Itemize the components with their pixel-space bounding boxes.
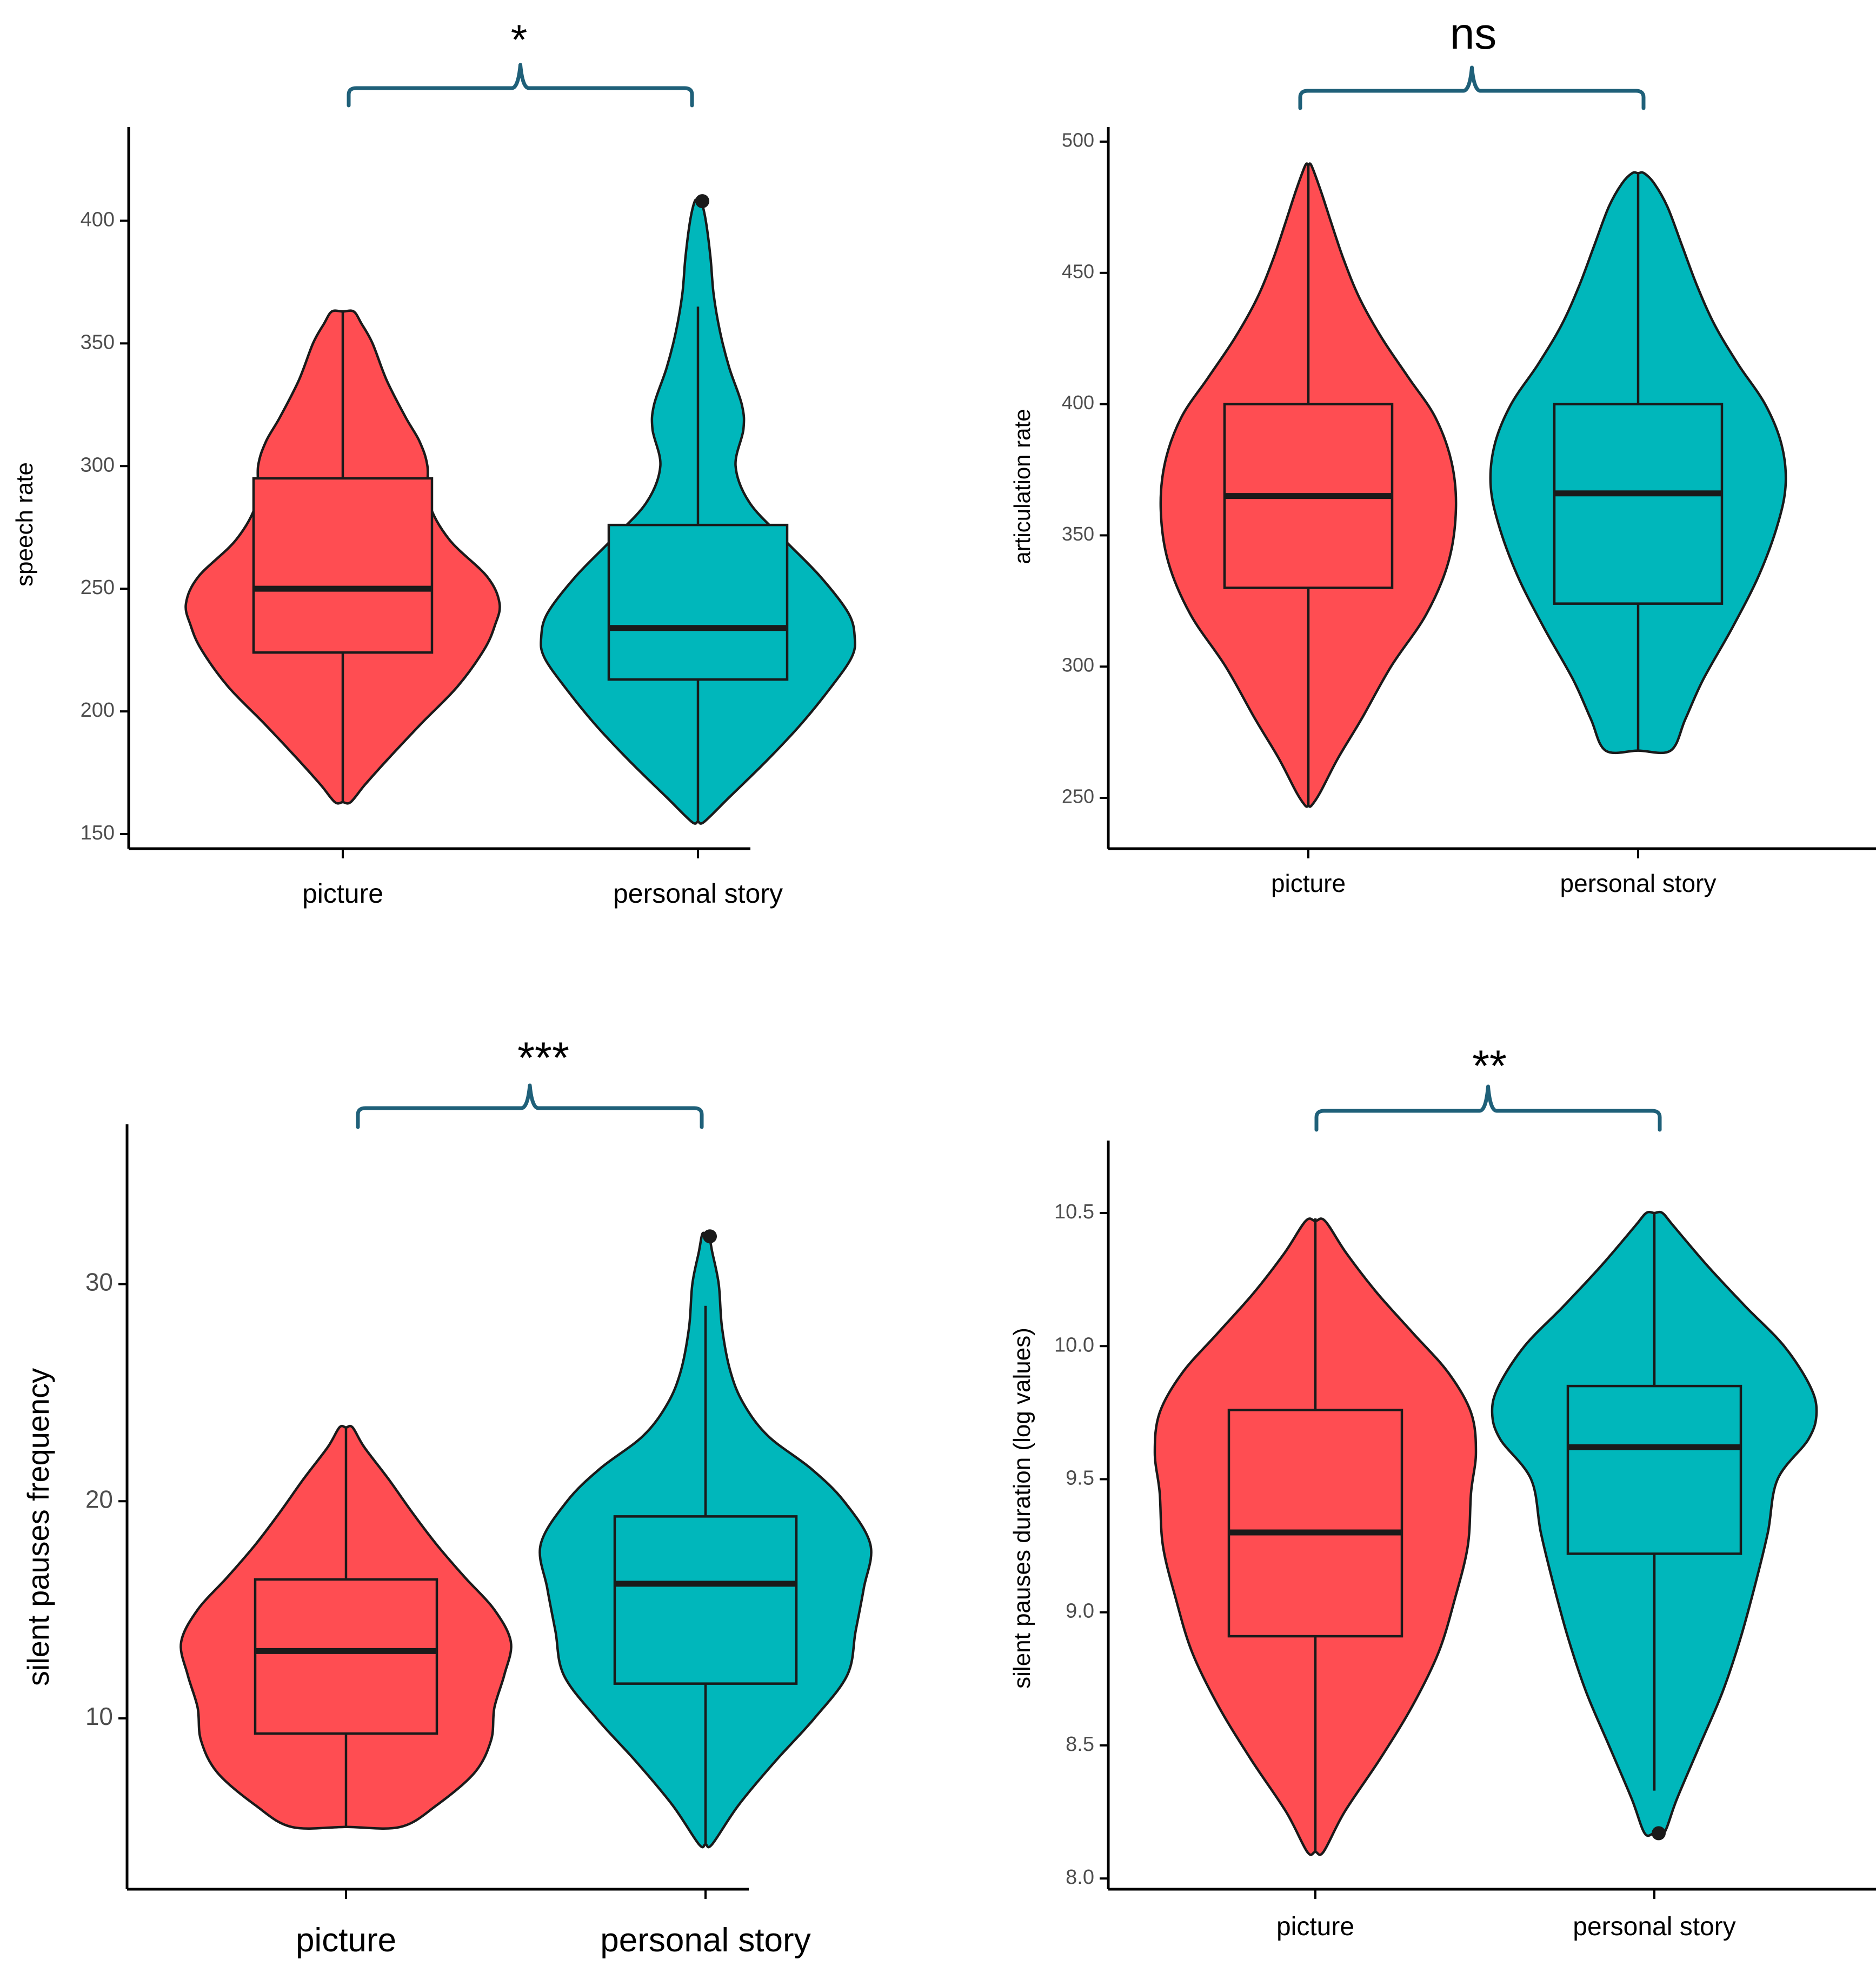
y-axis-title: articulation rate xyxy=(1009,409,1035,564)
significance-label: ns xyxy=(1450,9,1497,58)
y-axis-title: silent pauses duration (log values) xyxy=(1009,1328,1035,1689)
x-tick-label: picture xyxy=(1276,1912,1354,1941)
series-personal-story xyxy=(1489,171,1787,755)
significance-bracket xyxy=(356,1083,704,1129)
y-tick-label: 300 xyxy=(1062,654,1094,676)
significance-label: * xyxy=(511,16,527,63)
box-iqr xyxy=(1566,1384,1742,1555)
x-tick-label: picture xyxy=(296,1922,396,1959)
significance-bracket xyxy=(347,63,694,108)
series-personal-story xyxy=(540,194,856,825)
x-tick-label: personal story xyxy=(1573,1912,1735,1941)
x-tick-label: personal story xyxy=(1560,869,1717,897)
x-tick-label: picture xyxy=(1271,869,1346,897)
x-tick-label: personal story xyxy=(600,1922,810,1959)
y-tick-label: 250 xyxy=(1062,785,1094,808)
outlier-point xyxy=(1652,1826,1666,1841)
y-tick-label: 30 xyxy=(85,1268,113,1296)
y-tick-label: 400 xyxy=(81,208,115,231)
series-picture xyxy=(179,1424,513,1830)
series-picture xyxy=(184,309,501,805)
y-tick-label: 9.5 xyxy=(1066,1467,1094,1490)
y-tick-label: 450 xyxy=(1062,260,1094,282)
x-tick-label: picture xyxy=(302,878,383,909)
y-tick-label: 350 xyxy=(1062,523,1094,545)
significance-bracket xyxy=(1314,1084,1662,1132)
y-tick-label: 8.0 xyxy=(1066,1866,1094,1889)
y-tick-label: 350 xyxy=(81,331,115,354)
box-iqr xyxy=(613,1515,798,1685)
chart-panel-4: 8.0 8.5 9.0 9.5 10.0 10.5 picture personal stor… xyxy=(1009,1042,1876,1941)
significance-label: *** xyxy=(517,1034,569,1083)
y-axis-title: silent pauses frequency xyxy=(21,1368,55,1686)
box-iqr xyxy=(252,477,434,654)
series-personal-story xyxy=(1491,1210,1818,1841)
box-iqr xyxy=(607,523,789,681)
chart-panel-1: 150 200 250 300 350 400 picture personal story s… xyxy=(11,16,856,909)
outlier-point xyxy=(695,194,709,209)
y-axis-title: speech rate xyxy=(11,462,38,586)
significance-label: ** xyxy=(1472,1042,1507,1091)
y-tick-label: 300 xyxy=(81,454,115,476)
y-tick-label: 10 xyxy=(85,1702,113,1730)
y-tick-label: 10.0 xyxy=(1054,1334,1094,1356)
y-tick-label: 200 xyxy=(81,699,115,722)
x-tick-label: personal story xyxy=(613,878,783,909)
series-picture xyxy=(1159,162,1458,808)
y-tick-label: 500 xyxy=(1062,129,1094,151)
y-tick-label: 9.0 xyxy=(1066,1600,1094,1623)
box-iqr xyxy=(1227,1409,1403,1638)
y-tick-label: 400 xyxy=(1062,391,1094,414)
series-personal-story xyxy=(538,1229,873,1849)
series-picture xyxy=(1153,1217,1478,1856)
y-tick-label: 250 xyxy=(81,576,115,599)
chart-panel-3: 10 20 30 picture personal story silent pauses… xyxy=(21,1034,873,1959)
y-tick-label: 20 xyxy=(85,1485,113,1513)
y-tick-label: 150 xyxy=(81,822,115,844)
y-tick-label: 8.5 xyxy=(1066,1733,1094,1756)
y-tick-label: 10.5 xyxy=(1054,1201,1094,1223)
significance-bracket xyxy=(1298,65,1646,110)
box-iqr xyxy=(1553,403,1724,605)
box-iqr xyxy=(254,1578,438,1735)
chart-panel-2: 250 300 350 400 450 500 picture personal story a… xyxy=(1009,9,1876,897)
outlier-point xyxy=(703,1229,717,1244)
